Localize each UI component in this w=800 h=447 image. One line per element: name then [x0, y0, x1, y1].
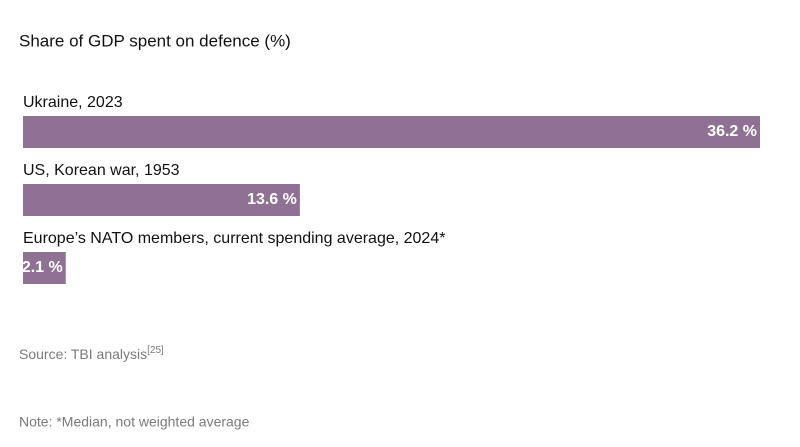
bar	[23, 184, 300, 216]
value-label: 36.2 %	[707, 123, 757, 140]
source: Source: TBI analysis[25]	[19, 345, 164, 362]
bar	[23, 116, 760, 148]
source-text: Source: TBI analysis	[19, 346, 147, 362]
category-label: Ukraine, 2023	[23, 94, 123, 111]
source-ref: [25]	[147, 345, 164, 356]
value-label: 2.1 %	[22, 259, 63, 276]
bar	[23, 252, 66, 284]
chart-title: Share of GDP spent on defence (%)	[19, 31, 291, 50]
category-label: Europe’s NATO members, current spending …	[23, 230, 445, 247]
note: Note: *Median, not weighted average	[19, 414, 250, 430]
value-label: 13.6 %	[247, 191, 297, 208]
category-label: US, Korean war, 1953	[23, 162, 180, 179]
